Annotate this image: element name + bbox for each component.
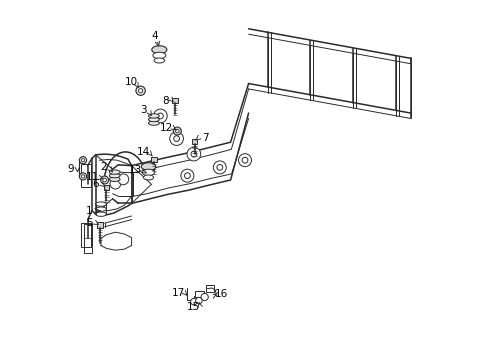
Text: 4: 4 bbox=[151, 31, 158, 41]
Circle shape bbox=[118, 174, 129, 185]
Circle shape bbox=[79, 173, 87, 180]
Ellipse shape bbox=[143, 169, 155, 176]
Text: 7: 7 bbox=[202, 132, 209, 143]
Circle shape bbox=[157, 113, 163, 119]
Circle shape bbox=[81, 158, 85, 162]
Circle shape bbox=[201, 293, 208, 301]
Ellipse shape bbox=[148, 114, 159, 118]
Text: 10: 10 bbox=[124, 77, 137, 87]
Ellipse shape bbox=[153, 52, 166, 59]
Ellipse shape bbox=[144, 175, 153, 180]
Circle shape bbox=[174, 136, 179, 141]
Circle shape bbox=[110, 178, 121, 189]
Circle shape bbox=[100, 176, 109, 184]
Circle shape bbox=[239, 154, 251, 167]
Ellipse shape bbox=[96, 207, 106, 211]
Circle shape bbox=[242, 157, 248, 163]
Text: 5: 5 bbox=[86, 218, 93, 228]
Text: 13: 13 bbox=[128, 165, 142, 175]
Text: 16: 16 bbox=[215, 289, 228, 300]
Circle shape bbox=[103, 178, 106, 182]
Ellipse shape bbox=[96, 202, 106, 206]
Circle shape bbox=[185, 173, 190, 179]
Ellipse shape bbox=[148, 117, 159, 122]
Bar bbox=[81, 164, 91, 187]
Text: 12: 12 bbox=[160, 123, 173, 133]
Ellipse shape bbox=[154, 58, 165, 63]
Circle shape bbox=[181, 169, 194, 182]
Bar bbox=[206, 285, 214, 292]
Bar bbox=[192, 139, 197, 144]
Ellipse shape bbox=[141, 163, 156, 171]
Circle shape bbox=[213, 161, 226, 174]
Text: 8: 8 bbox=[162, 96, 169, 106]
Circle shape bbox=[191, 151, 197, 157]
Bar bbox=[81, 223, 91, 247]
Circle shape bbox=[217, 165, 222, 170]
Ellipse shape bbox=[152, 46, 167, 54]
Bar bbox=[151, 157, 157, 162]
Circle shape bbox=[196, 297, 202, 304]
Circle shape bbox=[136, 86, 145, 95]
Bar bbox=[172, 98, 178, 103]
Bar bbox=[103, 185, 109, 190]
Circle shape bbox=[173, 127, 181, 135]
Text: 14: 14 bbox=[137, 147, 150, 157]
Circle shape bbox=[170, 132, 183, 145]
Circle shape bbox=[139, 89, 143, 93]
Bar bbox=[98, 222, 103, 228]
Circle shape bbox=[153, 109, 167, 123]
Text: 3: 3 bbox=[140, 105, 147, 115]
Text: 11: 11 bbox=[85, 172, 98, 182]
Text: 9: 9 bbox=[67, 164, 74, 174]
Ellipse shape bbox=[109, 170, 120, 174]
Bar bbox=[195, 291, 204, 297]
Circle shape bbox=[187, 147, 201, 161]
Circle shape bbox=[81, 175, 85, 178]
Text: 15: 15 bbox=[187, 302, 200, 312]
Text: 6: 6 bbox=[92, 179, 99, 189]
Ellipse shape bbox=[148, 121, 159, 125]
Text: 1: 1 bbox=[86, 206, 93, 216]
Ellipse shape bbox=[109, 174, 120, 178]
Circle shape bbox=[79, 157, 87, 164]
Ellipse shape bbox=[109, 177, 120, 181]
Text: 17: 17 bbox=[172, 288, 185, 298]
Circle shape bbox=[175, 129, 179, 133]
Bar bbox=[84, 224, 92, 253]
Ellipse shape bbox=[96, 212, 106, 216]
Circle shape bbox=[191, 298, 197, 305]
Text: 2: 2 bbox=[100, 162, 107, 172]
